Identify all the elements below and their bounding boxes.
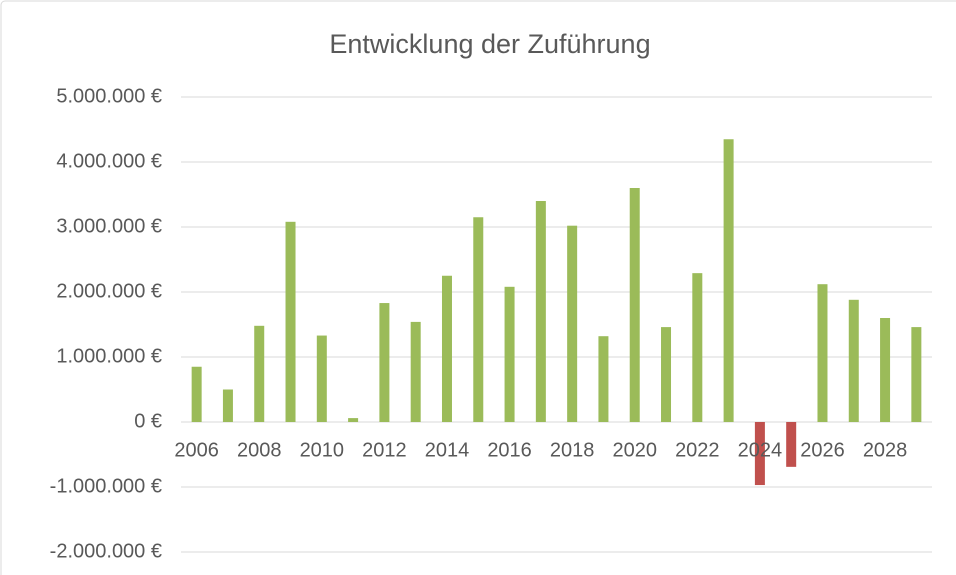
bar xyxy=(535,201,546,422)
bar xyxy=(880,318,891,422)
bar xyxy=(911,327,922,422)
bar xyxy=(285,221,296,422)
bar xyxy=(379,303,390,422)
x-tick-label: 2028 xyxy=(863,439,908,461)
x-tick-label: 2012 xyxy=(362,439,407,461)
bar xyxy=(786,422,797,467)
bar xyxy=(222,389,233,422)
bar xyxy=(661,327,672,422)
y-tick-label: 0 € xyxy=(134,410,162,432)
bar xyxy=(473,217,484,422)
x-tick-label: 2014 xyxy=(425,439,470,461)
bar xyxy=(316,335,327,422)
x-tick-label: 2010 xyxy=(300,439,345,461)
x-tick-label: 2006 xyxy=(174,439,219,461)
bar xyxy=(441,275,452,422)
bar xyxy=(504,286,515,422)
bar xyxy=(754,422,765,486)
x-tick-label: 2024 xyxy=(738,439,783,461)
x-tick-label: 2016 xyxy=(487,439,532,461)
bar xyxy=(817,284,828,422)
bar xyxy=(692,273,703,422)
y-tick-label: 3.000.000 € xyxy=(56,215,162,237)
y-tick-label: 1.000.000 € xyxy=(56,345,162,367)
x-tick-label: 2018 xyxy=(550,439,595,461)
y-tick-label: 4.000.000 € xyxy=(56,150,162,172)
x-tick-label: 2022 xyxy=(675,439,720,461)
bar xyxy=(567,225,578,422)
bar xyxy=(848,299,859,422)
chart-title: Entwicklung der Zuführung xyxy=(329,29,650,59)
bar xyxy=(598,336,609,422)
bar xyxy=(410,321,421,422)
y-tick-label: -2.000.000 € xyxy=(50,540,162,562)
x-tick-label: 2020 xyxy=(612,439,657,461)
y-tick-label: 5.000.000 € xyxy=(56,85,162,107)
bar xyxy=(723,139,734,422)
bar xyxy=(191,366,202,422)
bar xyxy=(629,188,640,422)
x-tick-label: 2008 xyxy=(237,439,282,461)
x-tick-label: 2026 xyxy=(800,439,845,461)
bar xyxy=(348,418,359,422)
y-tick-label: 2.000.000 € xyxy=(56,280,162,302)
bar xyxy=(254,325,265,422)
y-tick-label: -1.000.000 € xyxy=(50,475,162,497)
